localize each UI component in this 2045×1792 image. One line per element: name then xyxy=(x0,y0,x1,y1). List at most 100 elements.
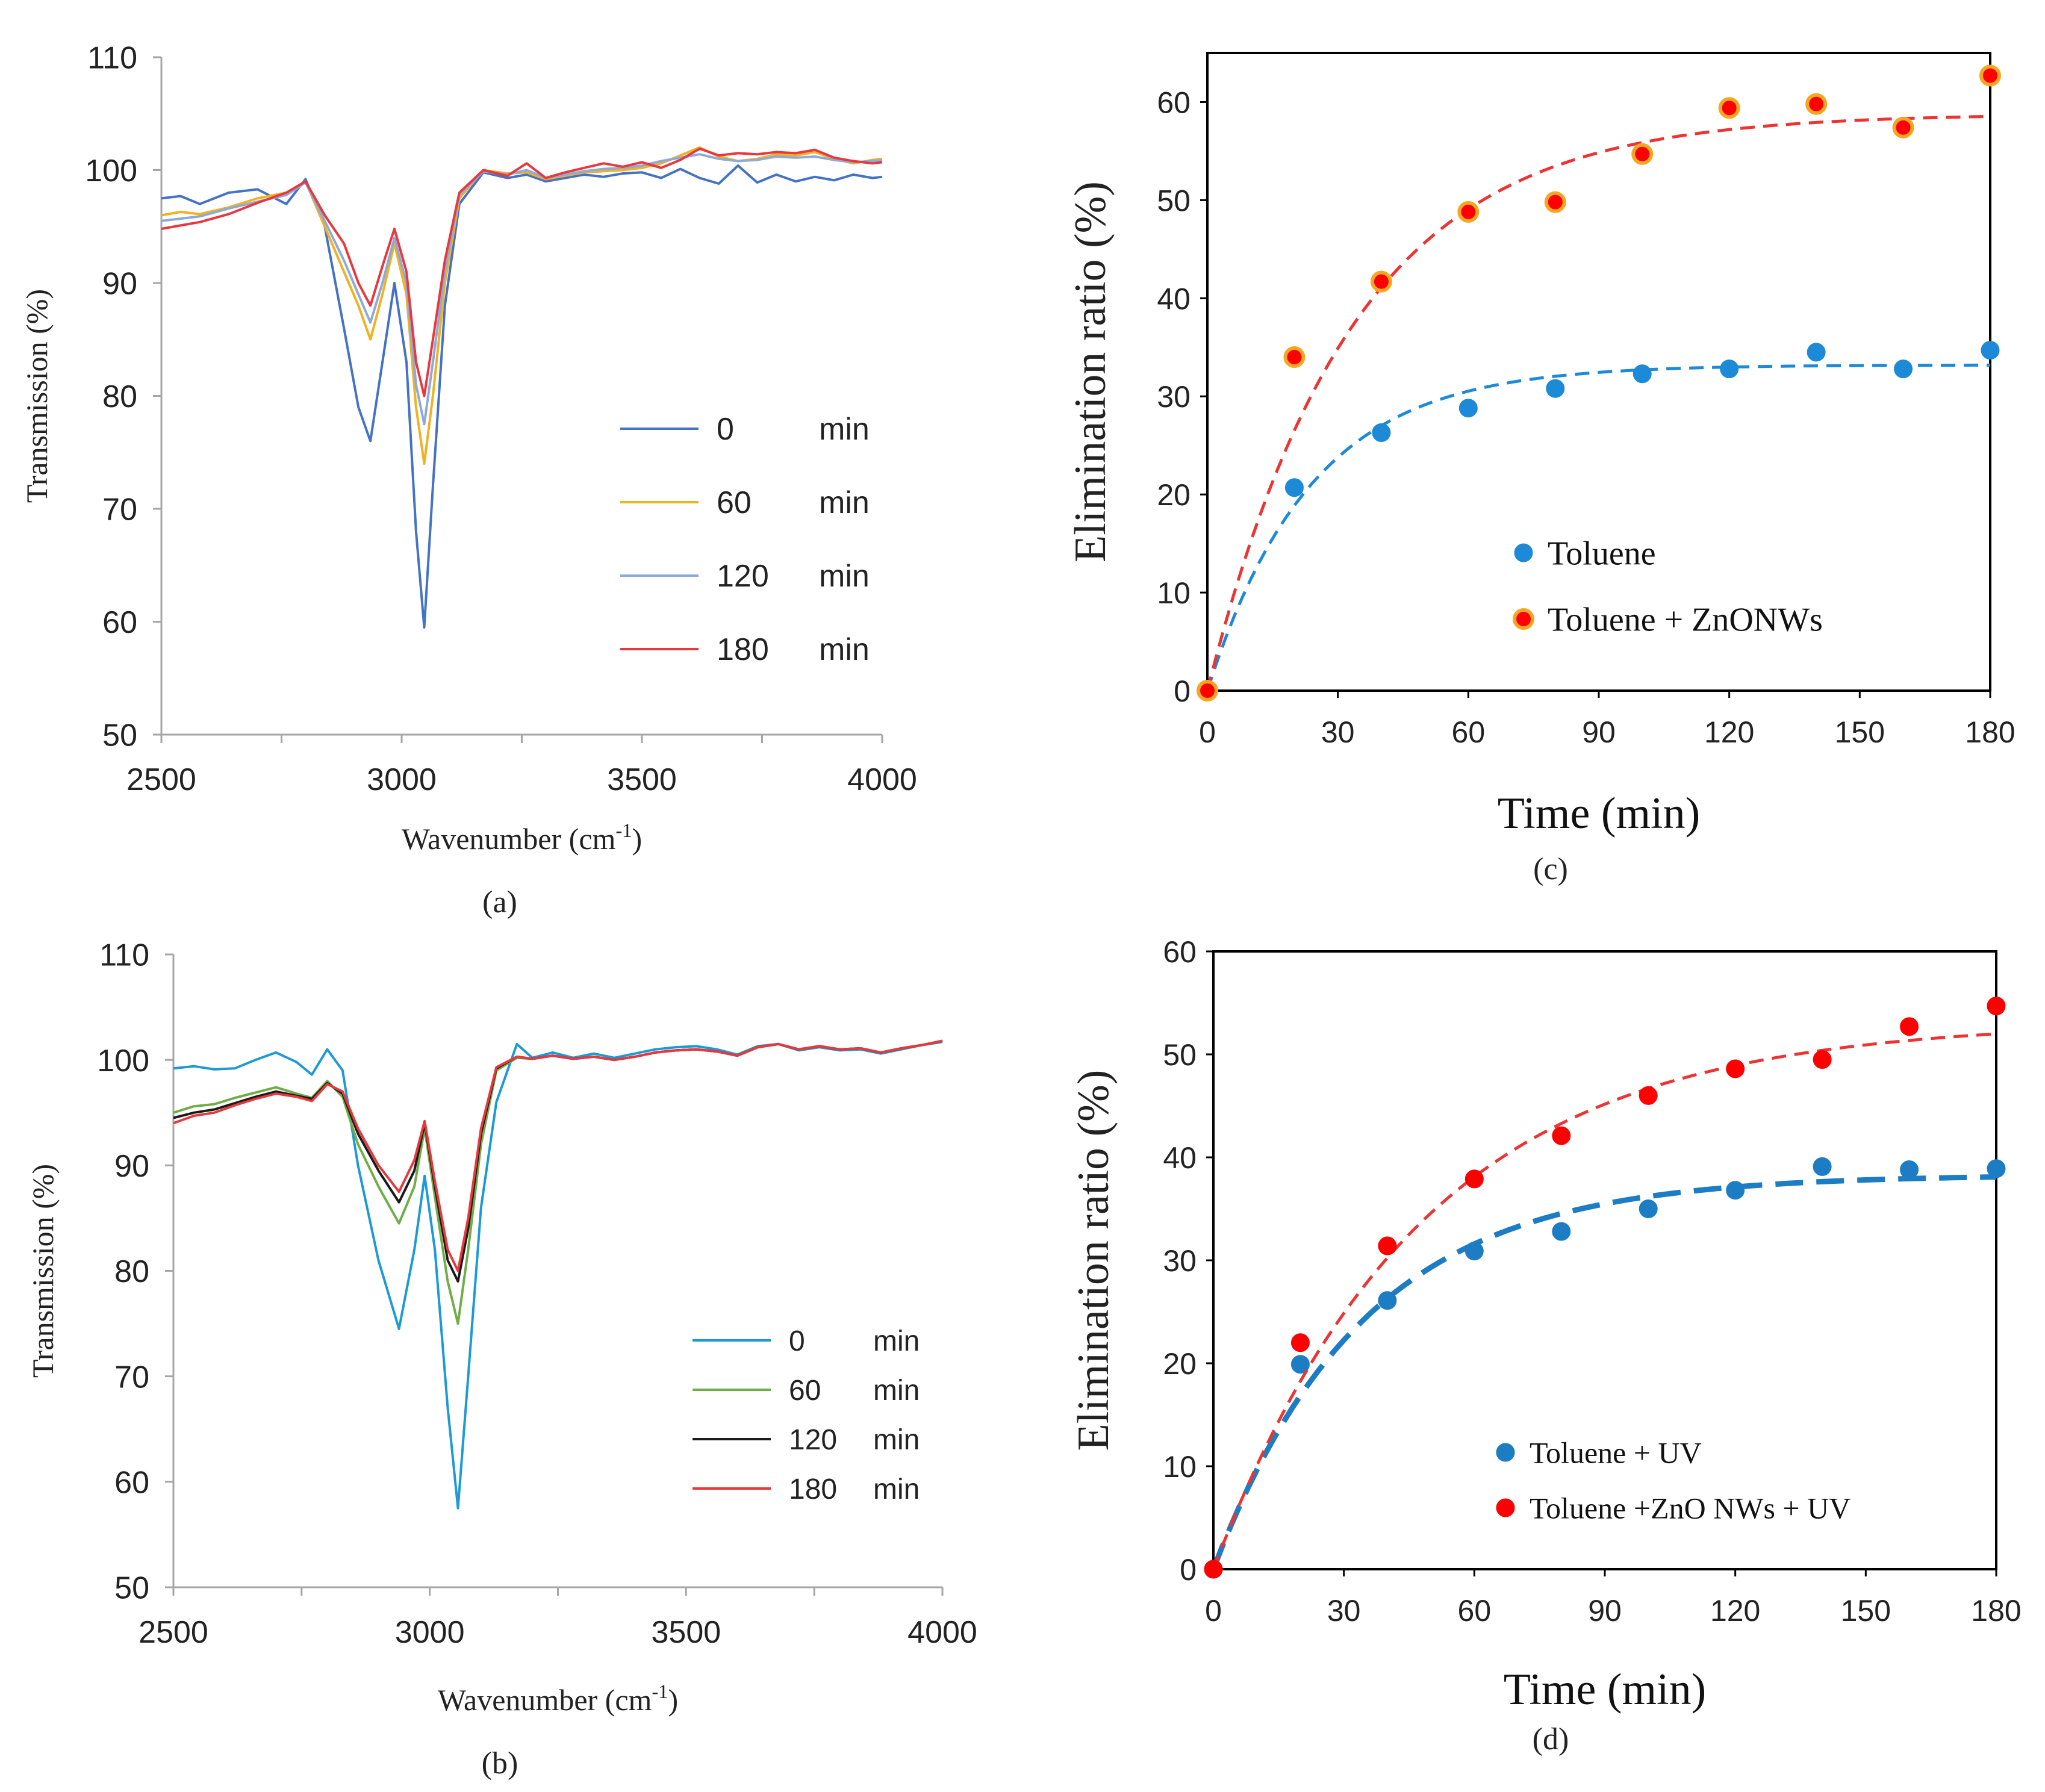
fit-curve xyxy=(1206,363,1990,691)
y-tick-label: 50 xyxy=(1163,1038,1197,1072)
y-tick-label: 20 xyxy=(1157,478,1191,512)
x-tick-label: 180 xyxy=(1971,1594,2021,1628)
x-tick-label: 120 xyxy=(1704,715,1754,749)
x-tick-label: 150 xyxy=(1835,715,1885,749)
x-tick-label: 4000 xyxy=(847,762,917,797)
x-tick-label: 3500 xyxy=(607,762,677,797)
y-tick-label: 30 xyxy=(1163,1244,1197,1278)
data-point xyxy=(1290,1333,1310,1352)
data-point xyxy=(1979,64,2001,87)
data-point xyxy=(1805,93,1828,115)
y-tick-label: 30 xyxy=(1157,380,1191,414)
data-point xyxy=(1284,478,1304,497)
x-axis-label-main: Wavenumber (cm xyxy=(438,1683,652,1717)
data-point xyxy=(1987,1159,2006,1178)
data-point xyxy=(1720,359,1739,379)
data-point xyxy=(1546,379,1565,398)
legend-label: 0 xyxy=(717,412,734,447)
fit-curve xyxy=(1210,1174,1997,1570)
x-tick-label: 2500 xyxy=(126,762,196,797)
y-tick-label: 40 xyxy=(1157,282,1191,316)
legend-unit: min xyxy=(873,1325,920,1357)
data-point xyxy=(1981,341,2000,360)
x-tick-label: 90 xyxy=(1588,1594,1622,1628)
x-axis-label: Time (min) xyxy=(1504,1665,1706,1714)
legend-unit: min xyxy=(873,1424,920,1456)
x-tick-label: 3000 xyxy=(367,762,437,797)
data-point xyxy=(1464,1242,1484,1261)
x-tick-label: 0 xyxy=(1205,1594,1222,1628)
panel-a: 50 60 70 80 90 100 110 2500 3000 3500 4000 Wavenumb… xyxy=(20,41,917,919)
y-tick-label: 110 xyxy=(99,938,149,973)
x-axis-label-close: ) xyxy=(632,822,642,856)
y-tick-label: 60 xyxy=(1157,86,1191,119)
legend-unit: min xyxy=(819,632,870,667)
data-point xyxy=(1813,1050,1832,1069)
panel-caption: (c) xyxy=(1533,852,1568,886)
x-axis-label-main: Wavenumber (cm xyxy=(402,822,616,856)
panel-caption: (d) xyxy=(1533,1722,1569,1756)
data-point xyxy=(1807,343,1826,362)
y-axis-label: Transmission (%) xyxy=(20,289,54,503)
data-point xyxy=(1197,680,1218,702)
data-point xyxy=(1458,399,1478,418)
legend-label: 60 xyxy=(789,1375,821,1407)
data-point xyxy=(1900,1017,1919,1036)
legend-unit: min xyxy=(873,1375,920,1407)
y-tick-label: 90 xyxy=(102,267,137,302)
panel-caption: (b) xyxy=(482,1746,518,1781)
legend-label: Toluene xyxy=(1548,535,1656,573)
data-point xyxy=(1283,346,1306,369)
data-point xyxy=(1372,423,1391,443)
fit-curve xyxy=(1212,1032,1997,1570)
data-point xyxy=(1552,1126,1571,1145)
x-tick-label: 180 xyxy=(1965,715,2015,749)
y-tick-label: 100 xyxy=(97,1044,149,1078)
series-line-180 xyxy=(173,1039,943,1272)
panel-d: 0 10 20 30 40 50 60 0 30 60 90 120 150 180 Time (min) E… xyxy=(1069,935,2022,1756)
y-tick-label: 110 xyxy=(87,41,137,76)
data-point xyxy=(1813,1157,1832,1176)
y-tick-label: 10 xyxy=(1163,1450,1197,1484)
plot-frame xyxy=(1212,950,1997,1570)
y-axis-label: Elimination ratio (%) xyxy=(1066,181,1115,562)
series-line-60 xyxy=(173,1039,943,1325)
fit-curve xyxy=(1206,114,1991,691)
y-tick-label: 50 xyxy=(1157,184,1191,217)
data-point xyxy=(1726,1059,1745,1078)
x-axis-label: Wavenumber (cm-1) xyxy=(438,1681,678,1717)
x-axis-label-sup: -1 xyxy=(652,1681,668,1703)
data-point xyxy=(1457,201,1480,223)
y-tick-label: 70 xyxy=(102,493,137,527)
y-tick-label: 50 xyxy=(114,1571,149,1606)
series-line-0 xyxy=(161,164,883,629)
x-tick-label: 30 xyxy=(1327,1594,1361,1628)
y-tick-label: 80 xyxy=(102,379,137,414)
data-point xyxy=(1639,1199,1658,1218)
legend-label: 180 xyxy=(789,1473,837,1505)
legend-marker xyxy=(1496,1498,1515,1517)
y-tick-label: 50 xyxy=(102,718,137,753)
y-axis-label: Transmission (%) xyxy=(26,1164,60,1378)
legend-label: 0 xyxy=(789,1325,805,1357)
y-axis-label: Elimination ratio (%) xyxy=(1069,1070,1118,1451)
x-tick-label: 90 xyxy=(1582,715,1616,749)
y-tick-label: 10 xyxy=(1157,576,1191,610)
data-point xyxy=(1204,1560,1223,1579)
legend-label: 60 xyxy=(717,485,752,520)
series-line-120 xyxy=(173,1039,943,1283)
data-point xyxy=(1552,1222,1571,1241)
x-axis-label-sup: -1 xyxy=(615,820,632,842)
y-tick-label: 60 xyxy=(114,1466,149,1501)
data-point xyxy=(1378,1291,1397,1310)
x-tick-label: 60 xyxy=(1458,1594,1492,1628)
data-point xyxy=(1633,364,1652,384)
x-axis-label-close: ) xyxy=(668,1683,678,1717)
data-point xyxy=(1290,1355,1310,1374)
series-line-60 xyxy=(161,146,883,465)
y-tick-label: 90 xyxy=(114,1149,149,1184)
legend-unit: min xyxy=(819,485,870,520)
legend-marker xyxy=(1513,608,1534,630)
y-tick-label: 0 xyxy=(1180,1553,1197,1587)
